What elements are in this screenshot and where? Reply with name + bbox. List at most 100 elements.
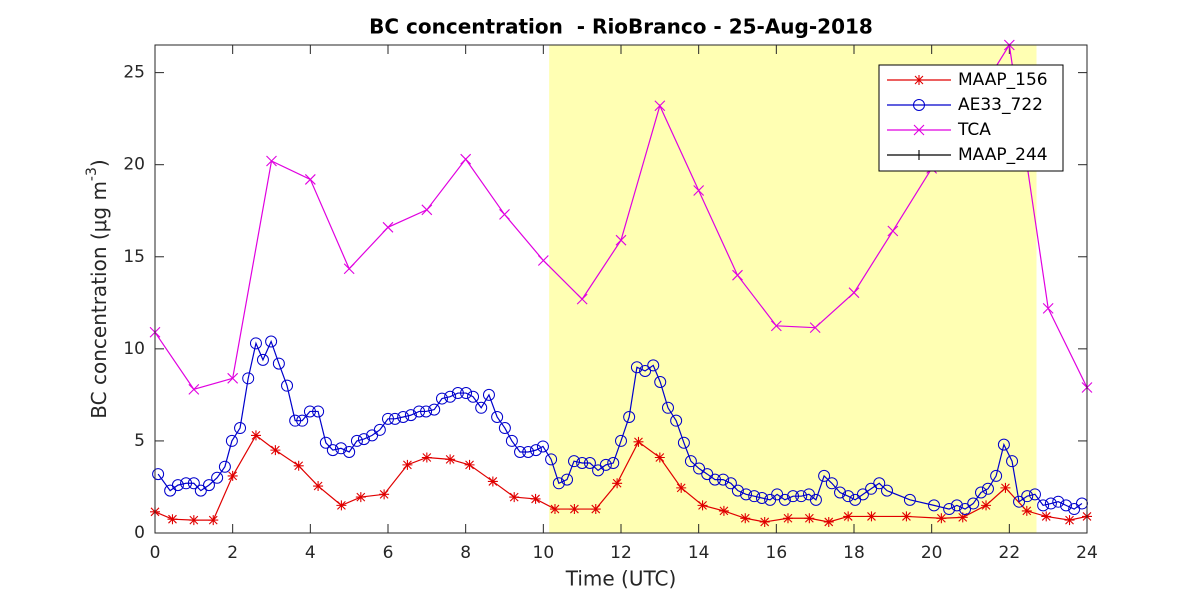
marker bbox=[866, 511, 877, 522]
y-tick-label: 10 bbox=[123, 339, 145, 359]
x-tick-label: 18 bbox=[843, 543, 865, 563]
marker bbox=[1013, 495, 1026, 508]
marker bbox=[491, 410, 504, 423]
marker bbox=[357, 433, 370, 446]
marker bbox=[404, 409, 417, 422]
marker bbox=[903, 493, 916, 506]
marker bbox=[187, 477, 200, 490]
marker bbox=[281, 379, 294, 392]
marker bbox=[202, 479, 215, 492]
marker bbox=[171, 479, 184, 492]
marker bbox=[460, 153, 472, 165]
marker bbox=[382, 221, 394, 233]
marker bbox=[313, 481, 324, 492]
marker bbox=[545, 453, 558, 466]
marker bbox=[576, 293, 588, 305]
marker bbox=[590, 504, 601, 515]
marker bbox=[607, 457, 620, 470]
legend-label: MAAP_244 bbox=[958, 145, 1048, 165]
marker bbox=[303, 405, 316, 418]
marker bbox=[256, 353, 269, 366]
marker bbox=[639, 364, 652, 377]
marker bbox=[420, 405, 433, 418]
marker bbox=[382, 412, 394, 425]
marker bbox=[421, 452, 432, 463]
marker bbox=[647, 359, 660, 372]
marker bbox=[1037, 499, 1050, 512]
marker bbox=[319, 436, 332, 449]
legend-label: AE33_722 bbox=[958, 95, 1043, 115]
marker bbox=[913, 124, 925, 136]
marker bbox=[654, 452, 665, 463]
marker bbox=[530, 493, 541, 504]
marker bbox=[661, 401, 674, 414]
marker bbox=[211, 471, 224, 484]
marker bbox=[208, 515, 219, 526]
y-label-close: ) bbox=[87, 159, 111, 167]
marker bbox=[552, 477, 565, 490]
marker bbox=[464, 459, 475, 470]
marker bbox=[312, 405, 325, 418]
marker bbox=[242, 372, 255, 385]
marker bbox=[950, 499, 963, 512]
marker bbox=[654, 375, 667, 388]
marker bbox=[795, 490, 808, 503]
marker bbox=[569, 504, 580, 515]
x-tick-label: 12 bbox=[610, 543, 632, 563]
marker bbox=[843, 511, 854, 522]
marker bbox=[583, 457, 596, 470]
marker bbox=[487, 476, 498, 487]
marker bbox=[731, 484, 744, 497]
y-tick-label: 5 bbox=[134, 431, 145, 451]
marker bbox=[265, 335, 278, 348]
marker bbox=[630, 361, 643, 374]
y-tick-label: 15 bbox=[123, 247, 145, 267]
marker bbox=[724, 477, 737, 490]
marker bbox=[537, 255, 549, 266]
marker bbox=[514, 445, 527, 458]
marker bbox=[1064, 515, 1075, 526]
marker bbox=[981, 500, 992, 511]
x-tick-label: 2 bbox=[227, 543, 238, 563]
marker bbox=[227, 470, 238, 481]
marker bbox=[748, 490, 761, 503]
marker bbox=[759, 516, 770, 527]
y-label-text: BC concentration (μg m bbox=[87, 181, 111, 419]
marker bbox=[482, 388, 495, 401]
x-tick-label: 16 bbox=[766, 543, 788, 563]
marker bbox=[296, 414, 309, 427]
marker bbox=[873, 477, 886, 490]
legend: MAAP_156 AE33_722 TCA MAAP_244 bbox=[878, 64, 1064, 172]
legend-label: MAAP_156 bbox=[958, 70, 1048, 90]
marker bbox=[693, 462, 706, 475]
marker bbox=[249, 337, 262, 350]
marker bbox=[1028, 488, 1041, 501]
x-tick-label: 10 bbox=[533, 543, 555, 563]
marker bbox=[770, 320, 782, 332]
marker bbox=[1052, 495, 1065, 508]
marker bbox=[522, 445, 535, 458]
marker bbox=[677, 436, 690, 449]
marker bbox=[536, 440, 549, 453]
axes-box bbox=[154, 44, 1088, 534]
marker bbox=[913, 99, 925, 111]
x-tick-label: 14 bbox=[688, 543, 710, 563]
marker bbox=[787, 490, 800, 503]
marker bbox=[467, 390, 480, 403]
marker bbox=[152, 468, 165, 481]
marker bbox=[167, 514, 178, 525]
x-tick-label: 22 bbox=[999, 543, 1021, 563]
marker bbox=[901, 511, 912, 522]
marker bbox=[460, 387, 473, 400]
marker bbox=[435, 392, 448, 405]
marker bbox=[234, 422, 247, 435]
marker bbox=[402, 459, 413, 470]
y-tick-label: 25 bbox=[123, 63, 145, 83]
marker bbox=[1000, 482, 1011, 493]
marker bbox=[568, 455, 581, 468]
chart-title: BC concentration - RioBranco - 25-Aug-20… bbox=[369, 15, 873, 39]
marker bbox=[529, 444, 542, 457]
marker bbox=[350, 434, 363, 447]
marker bbox=[343, 263, 355, 275]
